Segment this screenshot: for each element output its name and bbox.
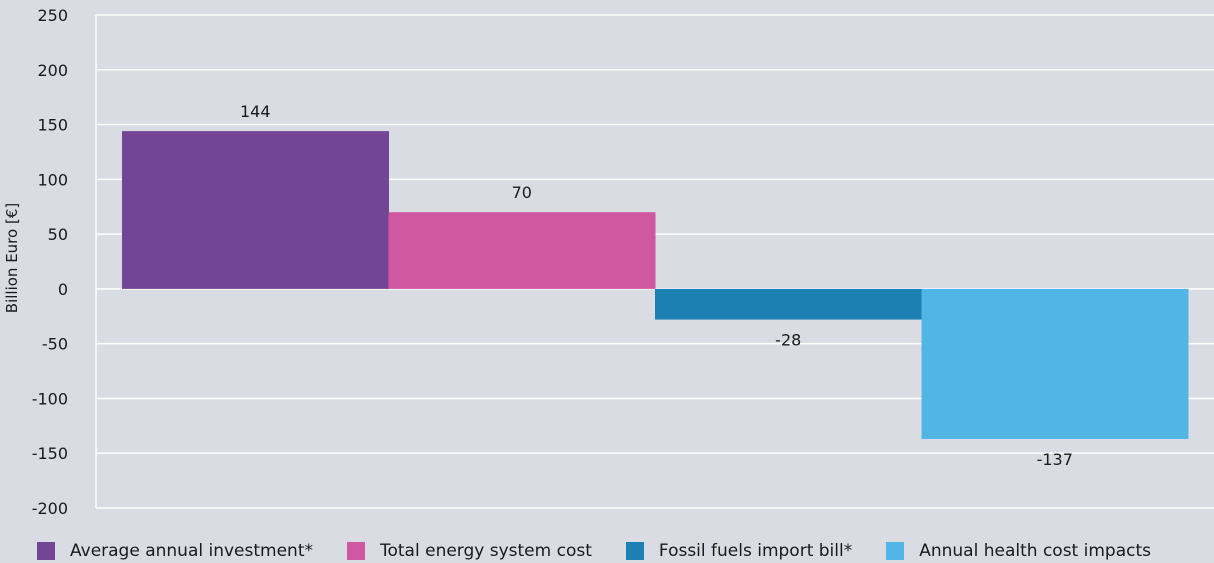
y-tick-label: 50 xyxy=(48,225,68,244)
bar xyxy=(655,288,922,320)
legend: Average annual investment* Total energy s… xyxy=(37,538,1151,563)
data-label: -137 xyxy=(1037,450,1073,469)
y-axis-title: Billion Euro [€] xyxy=(3,203,21,313)
legend-swatch xyxy=(886,542,905,560)
data-label: 144 xyxy=(240,102,271,121)
bar xyxy=(921,288,1189,439)
legend-item: Total energy system cost xyxy=(347,541,592,561)
legend-swatch xyxy=(37,542,55,560)
legend-label: Fossil fuels import bill* xyxy=(658,541,853,561)
y-tick-label: 150 xyxy=(37,116,68,135)
bar xyxy=(122,131,389,289)
y-axis: 250 200 150 100 50 0 -50 -100 -150 -200 xyxy=(32,6,97,518)
bar-chart: 250 200 150 100 50 0 -50 -100 -150 -200 144 70 -28 -… xyxy=(3,6,1214,518)
y-tick-label: 200 xyxy=(37,61,68,80)
legend-label: Total energy system cost xyxy=(380,541,592,561)
legend-swatch xyxy=(625,542,644,560)
data-labels: 144 70 -28 -137 xyxy=(240,102,1073,469)
y-tick-label: 100 xyxy=(37,170,68,189)
y-tick-label: 250 xyxy=(37,6,68,25)
legend-item: Annual health cost impacts xyxy=(886,541,1151,561)
legend-swatch xyxy=(347,542,365,560)
bars xyxy=(122,131,1189,439)
y-tick-label: 0 xyxy=(58,280,68,299)
legend-item: Average annual investment* xyxy=(37,541,313,561)
data-label: -28 xyxy=(775,331,801,350)
data-label: 70 xyxy=(512,183,532,202)
y-tick-label: -100 xyxy=(32,389,68,408)
legend-label: Annual health cost impacts xyxy=(919,541,1151,561)
legend-label: Average annual investment* xyxy=(70,541,313,561)
y-tick-label: -150 xyxy=(32,444,68,463)
legend-item: Fossil fuels import bill* xyxy=(625,541,853,561)
bar xyxy=(388,212,656,289)
y-tick-label: -200 xyxy=(32,499,68,518)
y-tick-label: -50 xyxy=(42,335,68,354)
